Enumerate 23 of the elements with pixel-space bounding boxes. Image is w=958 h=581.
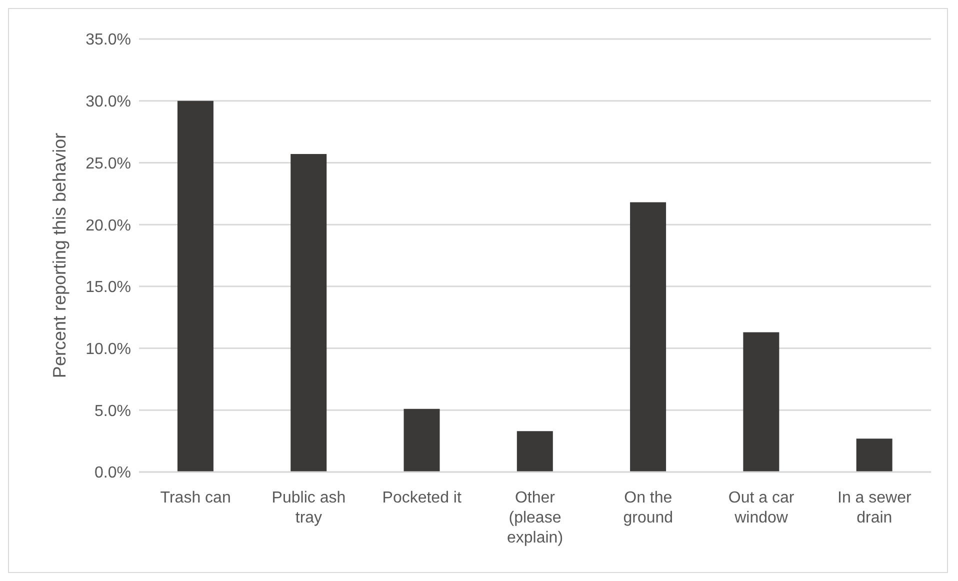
x-tick-label: Trash can	[160, 489, 231, 506]
x-tick-label: On the ground	[623, 489, 674, 526]
x-tick-label: Out a car window	[728, 489, 795, 526]
y-tick-label: 15.0%	[86, 279, 131, 296]
x-tick-label: Public ash tray	[272, 489, 346, 526]
x-tick-label: Other (please explain)	[506, 489, 564, 546]
bar	[743, 332, 780, 472]
y-tick-label: 35.0%	[86, 32, 131, 49]
y-tick-label: 10.0%	[86, 340, 131, 358]
bar	[856, 438, 892, 472]
bar	[404, 408, 440, 472]
bar	[516, 431, 553, 472]
y-tick-label: 20.0%	[86, 217, 131, 234]
y-tick-label: 0.0%	[94, 464, 131, 482]
bar	[177, 100, 214, 472]
x-tick-label: Pocketed it	[382, 489, 462, 506]
y-tick-label: 25.0%	[86, 155, 131, 172]
y-axis-title: Percent reporting this behavior	[49, 132, 70, 378]
y-tick-label: 5.0%	[94, 402, 131, 420]
bar	[290, 154, 327, 472]
x-tick-label: In a sewer drain	[838, 489, 912, 526]
y-tick-label: 30.0%	[86, 94, 131, 111]
bar	[630, 202, 666, 472]
